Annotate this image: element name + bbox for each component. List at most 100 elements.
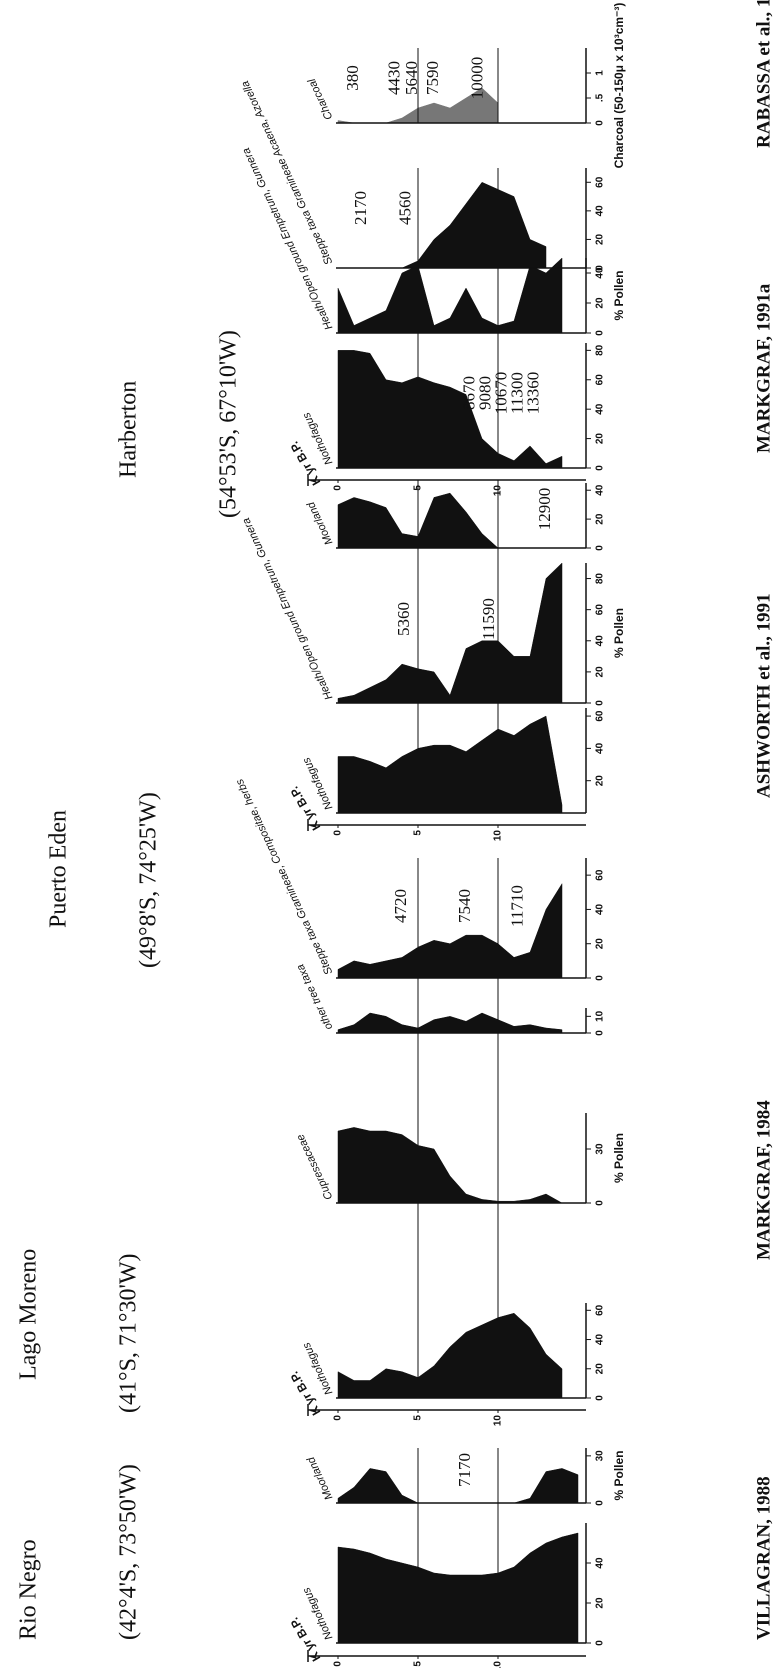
- value-tick-label: 10: [595, 1010, 606, 1022]
- date-label: 7540: [455, 889, 474, 923]
- date-label: 8670: [460, 376, 479, 410]
- value-tick-label: 20: [595, 297, 606, 309]
- value-tick-label: 0: [595, 1640, 606, 1646]
- value-tick-label: 20: [595, 233, 606, 245]
- taxon-label: Charcoal: [306, 76, 336, 121]
- taxon-label: Moorland: [305, 1454, 336, 1501]
- pollen-area: [337, 257, 563, 334]
- value-tick-label: 20: [595, 938, 606, 950]
- date-label: 380: [343, 65, 362, 91]
- value-tick-label: 0: [595, 1030, 606, 1036]
- age-tick-label: 0: [333, 1661, 344, 1667]
- value-tick-label: 40: [595, 205, 606, 217]
- age-tick-label: 10: [493, 485, 504, 497]
- age-tick-label: 0: [333, 1415, 344, 1421]
- taxon-label: Cupressaceae: [294, 1132, 335, 1201]
- taxon-label: Steppe taxa Gramineae, Compositae, herbs: [234, 777, 336, 977]
- site-coordinates: (54°53'S, 67°10'W): [216, 330, 242, 518]
- value-tick-label: 20: [595, 1363, 606, 1375]
- pollen-area: [337, 1127, 563, 1204]
- value-tick-label: 0: [595, 465, 606, 471]
- value-tick-label: 60: [595, 176, 606, 188]
- citation: MARKGRAF, 1984: [753, 1100, 774, 1260]
- age-tick-label: 5: [413, 830, 424, 836]
- value-tick-label: 20: [595, 775, 606, 787]
- age-tick-label: 5: [413, 1661, 424, 1667]
- value-tick-label: 40: [595, 1557, 606, 1569]
- value-tick-label: 0: [595, 1200, 606, 1206]
- age-tick-label: 0: [333, 485, 344, 491]
- value-tick-label: 40: [595, 742, 606, 754]
- value-tick-label: 20: [595, 666, 606, 678]
- value-tick-label: 40: [595, 1334, 606, 1346]
- value-tick-label: 60: [595, 374, 606, 386]
- value-tick-label: 0: [595, 1500, 606, 1506]
- value-axis-label: % Pollen: [612, 270, 626, 320]
- value-tick-label: 60: [595, 869, 606, 881]
- pollen-area: [337, 350, 563, 469]
- date-label: 11710: [508, 885, 527, 927]
- date-label: 4430: [385, 61, 404, 95]
- value-tick-label: .5: [595, 93, 606, 102]
- site-title: Lago Moreno: [16, 1249, 42, 1380]
- value-tick-label: 40: [595, 484, 606, 496]
- date-label: 11590: [479, 598, 498, 640]
- value-tick-label: 80: [595, 344, 606, 356]
- age-tick-label: 5: [413, 485, 424, 491]
- value-tick-label: 0: [595, 265, 606, 271]
- date-label: 7590: [423, 61, 442, 95]
- date-label: 10670: [492, 372, 511, 415]
- value-tick-label: 20: [595, 1597, 606, 1609]
- site-title: Puerto Eden: [46, 810, 72, 928]
- age-tick-label: 10: [493, 830, 504, 842]
- date-label: 9080: [476, 376, 495, 410]
- pollen-area: [337, 1012, 563, 1034]
- value-tick-label: 0: [595, 545, 606, 551]
- value-tick-label: 0: [595, 1395, 606, 1401]
- age-tick-label: 5: [413, 1415, 424, 1421]
- value-tick-label: 40: [595, 403, 606, 415]
- value-axis-label: Charcoal (50-150μ x 10³cm⁻³): [612, 3, 626, 169]
- date-label: 5360: [394, 602, 413, 636]
- pollen-area: [337, 715, 563, 814]
- citation: MARKGRAF, 1991a: [753, 283, 774, 453]
- value-axis-label: % Pollen: [612, 608, 626, 658]
- value-tick-label: 30: [595, 1143, 606, 1155]
- age-tick-label: 0: [333, 830, 344, 836]
- value-tick-label: 60: [595, 1304, 606, 1316]
- pollen-area: [337, 1532, 579, 1644]
- date-label: 5640: [402, 61, 421, 95]
- value-axis-label: % Pollen: [612, 1450, 626, 1500]
- date-label: 4560: [396, 191, 415, 225]
- pollen-area: [337, 882, 563, 979]
- site-coordinates: (49°8'S, 74°25'W): [136, 792, 162, 968]
- value-tick-label: 0: [595, 700, 606, 706]
- citation: ASHWORTH et al., 1991: [753, 593, 774, 798]
- value-tick-label: 30: [595, 1450, 606, 1462]
- site-coordinates: (42°4'S, 73°50'W): [116, 1464, 142, 1640]
- value-tick-label: 0: [595, 120, 606, 126]
- site-title: Rio Negro: [16, 1539, 42, 1640]
- value-tick-label: 0: [595, 975, 606, 981]
- date-label: 10000: [468, 57, 487, 100]
- date-label: 4720: [391, 889, 410, 923]
- age-tick-label: 10: [493, 1415, 504, 1427]
- value-axis-label: % Pollen: [612, 1133, 626, 1183]
- citation: RABASSA et al., 1989: [753, 0, 774, 148]
- date-label: 12900: [535, 488, 554, 531]
- rotated-plot: Rio Negro (42°4'S, 73°50'W) VILLAGRAN, 198…: [16, 0, 775, 1672]
- value-tick-label: 80: [595, 573, 606, 585]
- age-tick-label: 10: [493, 1661, 504, 1668]
- value-tick-label: 0: [595, 330, 606, 336]
- citation: VILLAGRAN, 1988: [753, 1476, 774, 1640]
- value-tick-label: 40: [595, 903, 606, 915]
- value-tick-label: 40: [595, 267, 606, 279]
- value-tick-label: 40: [595, 635, 606, 647]
- site-title: Harberton: [116, 381, 142, 478]
- date-label: 13360: [524, 372, 543, 415]
- pollen-area: [337, 1312, 563, 1399]
- date-label: 2170: [351, 191, 370, 225]
- taxon-label: Heath/Open ground Empetrum, Gunnera: [240, 516, 335, 702]
